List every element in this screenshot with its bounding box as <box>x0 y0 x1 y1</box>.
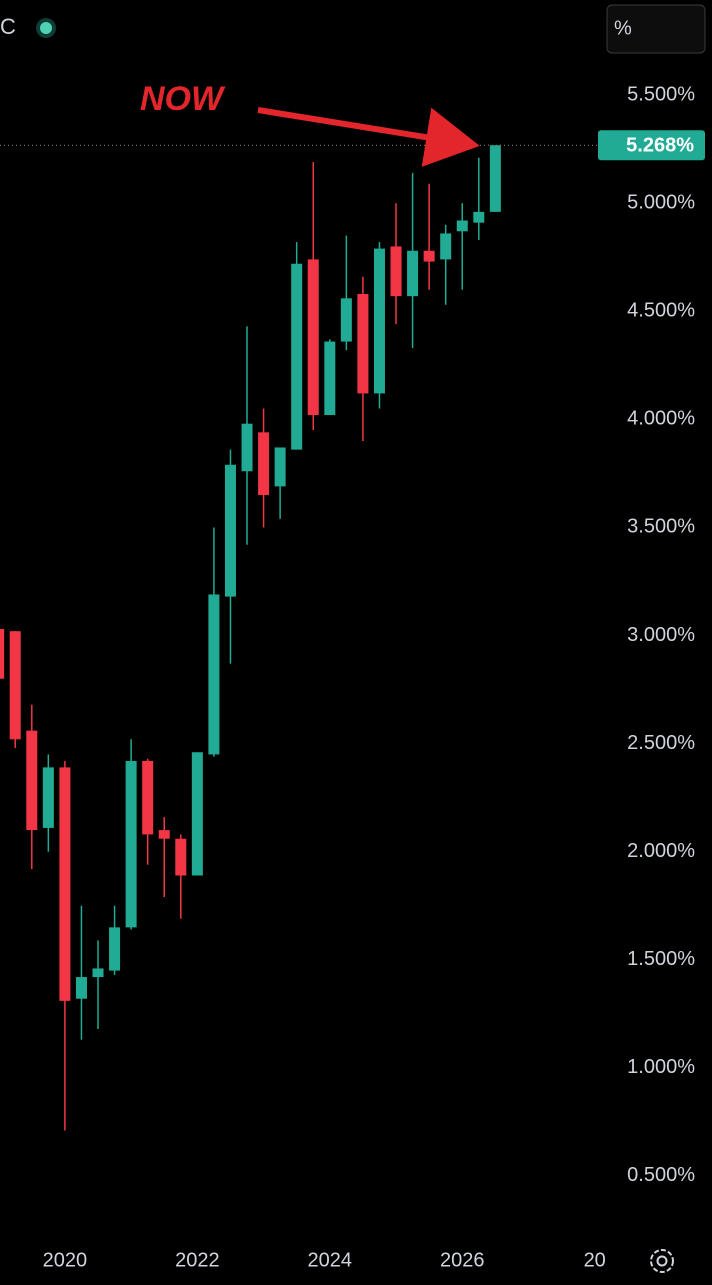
y-tick-label: 3.500% <box>627 516 695 538</box>
candle-body <box>473 211 485 223</box>
y-tick-label: 1.500% <box>627 948 695 970</box>
x-tick-label: 2022 <box>175 1249 220 1271</box>
y-tick-label: 3.000% <box>627 624 695 646</box>
symbol-fragment: C <box>0 14 16 39</box>
settings-icon[interactable] <box>650 1249 674 1273</box>
last-price-box <box>598 130 705 161</box>
candle-body <box>175 838 187 876</box>
y-tick-label: 2.500% <box>627 732 695 754</box>
candle-body <box>109 927 121 971</box>
x-tick-label: 2026 <box>440 1249 485 1271</box>
candle-body <box>42 767 54 828</box>
candle-body <box>75 977 87 999</box>
candle-body <box>191 752 203 876</box>
candle-body <box>9 631 21 740</box>
candle-body <box>423 250 435 262</box>
y-tick-label: 5.500% <box>627 83 695 105</box>
candle-body <box>456 220 468 232</box>
candle-body <box>241 423 253 472</box>
candle-body <box>307 259 319 416</box>
y-tick-label: 0.500% <box>627 1164 695 1186</box>
candle-body <box>158 830 170 839</box>
y-tick-label: 2.000% <box>627 840 695 862</box>
candle-body <box>407 250 419 297</box>
candle-body <box>59 767 71 1001</box>
annotation-arrow <box>257 107 480 167</box>
scale-button[interactable] <box>606 4 706 54</box>
y-tick-label: 4.000% <box>627 408 695 430</box>
candle-body <box>142 760 154 835</box>
y-tick-label: 1.000% <box>627 1056 695 1078</box>
y-tick-label: 5.000% <box>627 191 695 213</box>
candle-body <box>489 145 501 212</box>
candle-body <box>125 760 137 928</box>
candle-body <box>291 263 303 450</box>
candle-body <box>373 248 385 394</box>
candle-body <box>26 730 38 831</box>
x-tick-label: 2020 <box>43 1249 88 1271</box>
candle-body <box>324 341 336 416</box>
candle-body <box>440 233 452 260</box>
x-tick-label: 20 <box>584 1249 606 1271</box>
plot-area <box>0 145 501 1131</box>
candle-body <box>208 594 220 755</box>
candle-body <box>274 447 286 487</box>
scale-button-label[interactable]: % <box>614 17 632 39</box>
candle-body <box>0 629 5 679</box>
annotation: NOW <box>140 80 226 118</box>
candle-body <box>357 293 369 394</box>
candle-body <box>92 968 104 978</box>
candle-body <box>224 464 236 597</box>
status-dot <box>40 22 52 34</box>
candle-body <box>390 246 402 297</box>
x-tick-label: 2024 <box>308 1249 353 1271</box>
last-price-label: 5.268% <box>626 135 694 157</box>
y-tick-label: 4.500% <box>627 300 695 322</box>
candle-body <box>258 432 270 496</box>
candle-body <box>340 298 352 342</box>
